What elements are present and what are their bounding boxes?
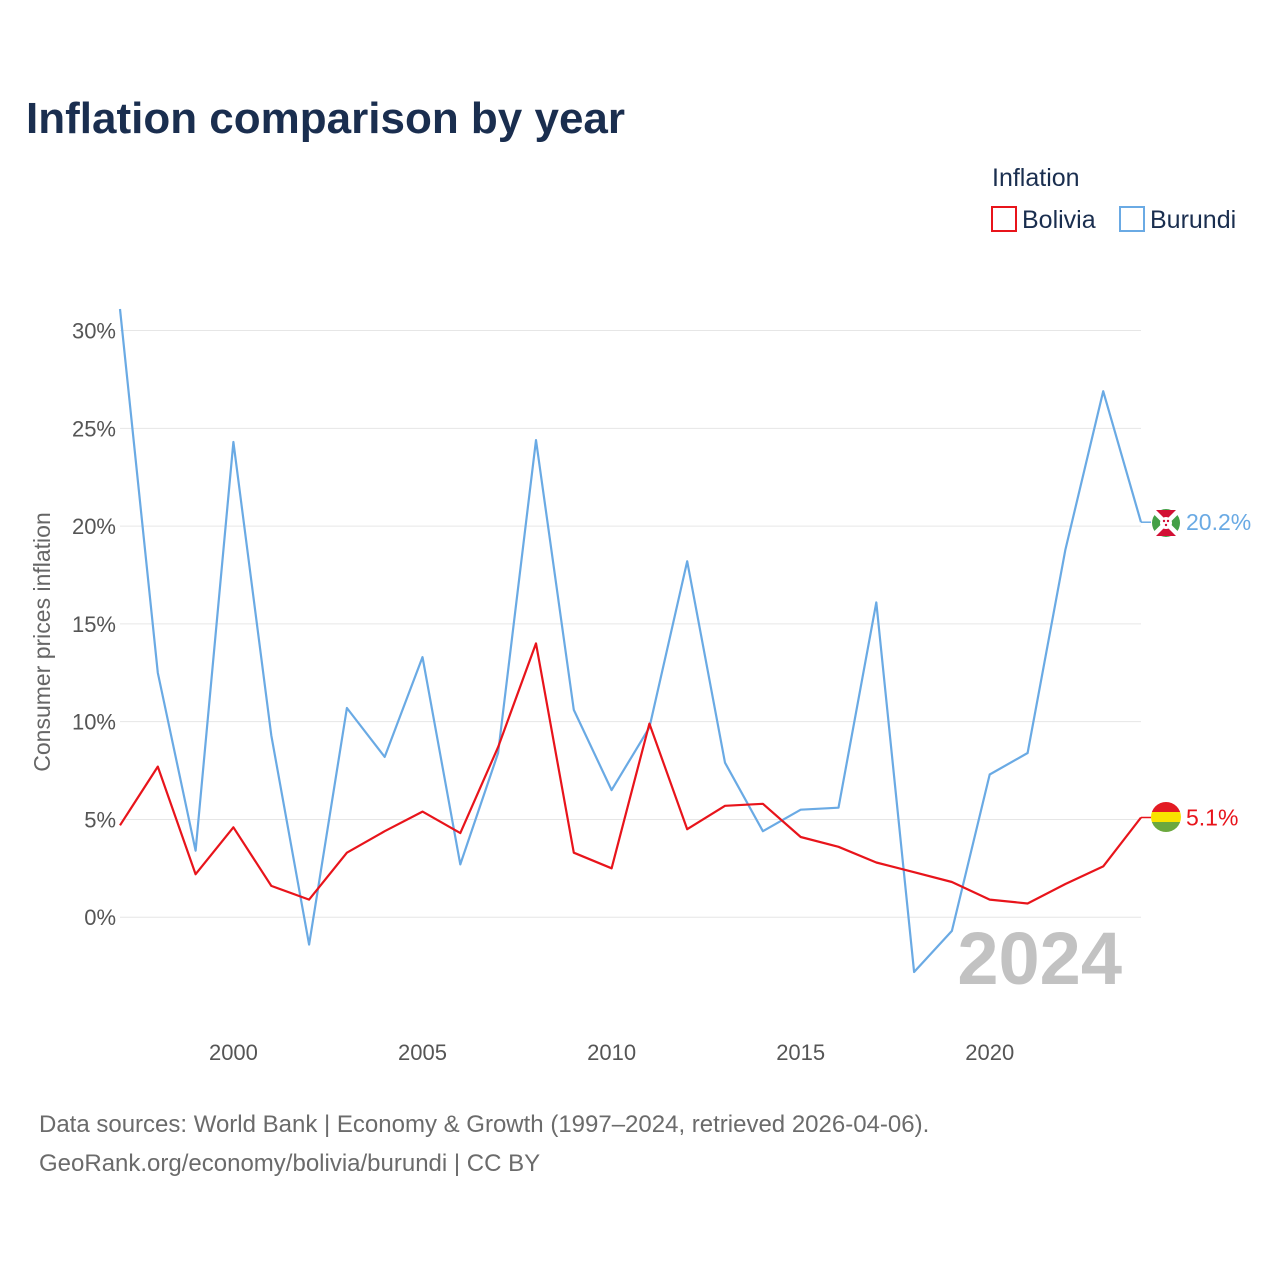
legend-item-burundi[interactable]: Burundi (1119, 206, 1236, 234)
x-tick-label: 2015 (776, 1040, 825, 1065)
chart-title: Inflation comparison by year (26, 94, 625, 143)
bolivia-flag-icon (1151, 802, 1181, 832)
legend: Inflation Bolivia Burundi (991, 164, 1236, 234)
y-tick-label: 15% (72, 612, 116, 637)
x-tick-label: 2020 (965, 1040, 1014, 1065)
x-tick-label: 2010 (587, 1040, 636, 1065)
series-bolivia: 5.1% (119, 642, 1238, 905)
year-watermark: 2024 (957, 917, 1122, 1000)
x-tick-label: 2005 (398, 1040, 447, 1065)
y-tick-label: 25% (72, 416, 116, 441)
source-line-2[interactable]: GeoRank.org/economy/bolivia/burundi | CC… (39, 1150, 540, 1177)
y-tick-label: 20% (72, 514, 116, 539)
series-line-bolivia[interactable] (119, 642, 1142, 905)
y-tick-label: 30% (72, 319, 116, 344)
x-tick-label: 2000 (209, 1040, 258, 1065)
legend-label-bolivia: Bolivia (1022, 206, 1096, 234)
legend-item-bolivia[interactable]: Bolivia (991, 206, 1096, 234)
y-axis-ticks: 0% 5% 10% 15% 20% 25% 30% (72, 319, 116, 931)
y-tick-label: 5% (84, 807, 116, 832)
y-tick-label: 10% (72, 710, 116, 735)
burundi-flag-icon (1151, 508, 1181, 538)
y-axis-label: Consumer prices inflation (29, 512, 55, 772)
legend-swatch-bolivia (991, 206, 1017, 232)
series-line-burundi[interactable] (118, 308, 1143, 974)
series-burundi: 20.2% (118, 308, 1251, 974)
end-label-burundi: 20.2% (1186, 509, 1251, 535)
grid-lines (120, 330, 1141, 918)
series-layer: 20.2% 5.1% (118, 308, 1251, 974)
legend-title: Inflation (992, 164, 1080, 192)
legend-swatch-burundi (1119, 206, 1145, 232)
legend-label-burundi: Burundi (1150, 206, 1236, 234)
y-tick-label: 0% (84, 905, 116, 930)
source-line-1: Data sources: World Bank | Economy & Gro… (39, 1111, 929, 1138)
end-label-bolivia: 5.1% (1186, 804, 1238, 830)
x-axis-ticks: 2000 2005 2010 2015 2020 (209, 1040, 1014, 1065)
